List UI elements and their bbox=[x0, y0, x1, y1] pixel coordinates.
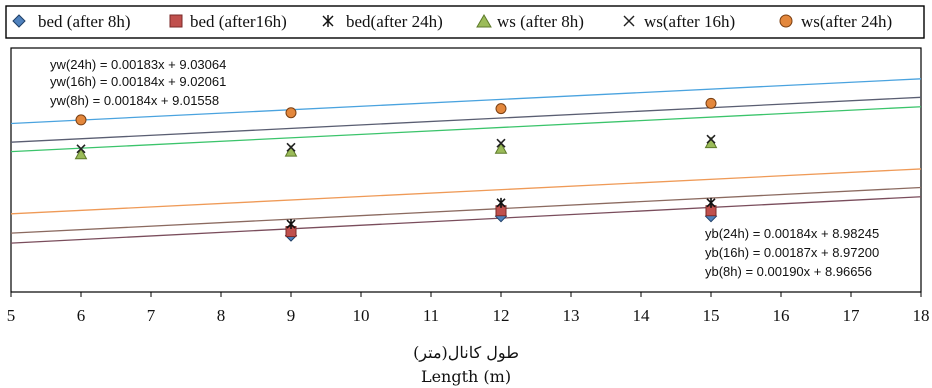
trendline-5 bbox=[10, 196, 922, 244]
data-point-x bbox=[496, 138, 506, 148]
square-marker-icon bbox=[169, 14, 183, 28]
legend-label: bed (after 8h) bbox=[38, 12, 131, 31]
plot-area bbox=[10, 47, 922, 293]
data-point-circle bbox=[705, 97, 717, 109]
x-tick-label: 15 bbox=[703, 306, 720, 325]
x-tick-label: 9 bbox=[287, 306, 296, 325]
equation-yw-24h: yw(24h) = 0.00183x + 9.03064 bbox=[50, 57, 226, 72]
equation-yw-8h: yw(8h) = 0.00184x + 9.01558 bbox=[50, 93, 219, 108]
data-point-circle bbox=[285, 107, 297, 119]
x-tick-label: 8 bbox=[217, 306, 226, 325]
x-tick-label: 14 bbox=[633, 306, 651, 325]
trendline-3 bbox=[10, 168, 922, 215]
x-axis-title-persian: طول کانال(متر) bbox=[413, 343, 519, 362]
equation-labels: yw(24h) = 0.00183x + 9.03064 yw(16h) = 0… bbox=[50, 57, 879, 279]
x-tick-label: 10 bbox=[353, 306, 370, 325]
triangle-marker-icon bbox=[476, 14, 492, 28]
legend-box bbox=[5, 5, 925, 39]
trendline-0 bbox=[10, 78, 922, 125]
x-tick-label: 11 bbox=[423, 306, 439, 325]
data-point-circle bbox=[495, 103, 507, 115]
x-tick-label: 13 bbox=[563, 306, 580, 325]
legend-item-ws-16h: ws(after 16h) bbox=[623, 12, 735, 31]
x-tick-label: 7 bbox=[147, 306, 156, 325]
x-axis-title: Length (m) bbox=[421, 367, 511, 386]
data-point-triangle bbox=[494, 142, 508, 154]
legend-label: ws (after 8h) bbox=[497, 12, 584, 31]
legend-item-bed-24h: bed(after 24h) bbox=[322, 12, 443, 31]
marker-layer bbox=[74, 97, 718, 242]
legend-item-ws-8h: ws (after 8h) bbox=[476, 12, 584, 31]
trendline-layer bbox=[10, 78, 922, 244]
x-tick-label: 17 bbox=[843, 306, 861, 325]
trendline-2 bbox=[10, 106, 922, 153]
legend-label: bed (after16h) bbox=[190, 12, 287, 31]
diamond-marker-icon bbox=[12, 14, 26, 28]
data-point-x bbox=[706, 134, 716, 144]
x-tick-label: 18 bbox=[913, 306, 930, 325]
x-marker-icon bbox=[623, 15, 635, 27]
data-point-triangle bbox=[74, 147, 88, 160]
data-point-x bbox=[286, 142, 296, 152]
equation-yb-24h: yb(24h) = 0.00184x + 8.98245 bbox=[705, 226, 879, 241]
legend-label: ws(after 16h) bbox=[644, 12, 735, 31]
legend-item-bed-16h: bed (after16h) bbox=[169, 12, 287, 31]
x-tick-label: 6 bbox=[77, 306, 86, 325]
equation-yb-8h: yb(8h) = 0.00190x + 8.96656 bbox=[705, 264, 872, 279]
data-point-asterisk bbox=[706, 197, 716, 208]
data-point-asterisk bbox=[286, 219, 296, 230]
data-point-x bbox=[76, 144, 86, 154]
data-point-asterisk bbox=[496, 197, 506, 208]
legend-item-bed-8h: bed (after 8h) bbox=[12, 12, 131, 31]
circle-marker-icon bbox=[779, 14, 793, 28]
x-tick-label: 12 bbox=[493, 306, 510, 325]
trendline-1 bbox=[10, 96, 922, 143]
data-point-circle bbox=[75, 114, 87, 126]
x-tick-label: 16 bbox=[773, 306, 790, 325]
x-tick-label: 5 bbox=[7, 306, 16, 325]
legend-label: ws(after 24h) bbox=[801, 12, 892, 31]
x-axis-ticks: 5 6 7 8 9 10 11 12 13 14 15 16 17 18 bbox=[7, 292, 930, 325]
legend-label: bed(after 24h) bbox=[346, 12, 443, 31]
equation-yb-16h: yb(16h) = 0.00187x + 8.97200 bbox=[705, 245, 879, 260]
asterisk-marker-icon bbox=[322, 15, 334, 27]
legend: bed (after 8h) bed (after16h) bed(after … bbox=[5, 5, 925, 39]
legend-item-ws-24h: ws(after 24h) bbox=[779, 12, 892, 31]
trendline-4 bbox=[10, 186, 922, 234]
equation-yw-16h: yw(16h) = 0.00184x + 9.02061 bbox=[50, 74, 226, 89]
